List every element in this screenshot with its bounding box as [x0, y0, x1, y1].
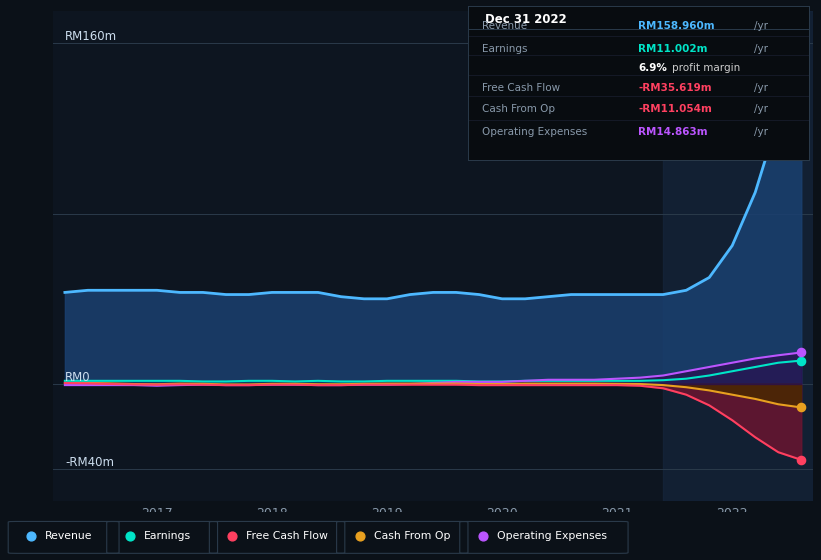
Text: Free Cash Flow: Free Cash Flow	[482, 83, 560, 92]
Point	[795, 455, 808, 464]
Text: Revenue: Revenue	[45, 531, 93, 541]
Point	[476, 532, 489, 541]
Text: -RM35.619m: -RM35.619m	[639, 83, 712, 92]
Text: Cash From Op: Cash From Op	[374, 531, 450, 541]
Text: -RM40m: -RM40m	[65, 456, 114, 469]
Bar	[663, 11, 813, 501]
Text: RM160m: RM160m	[65, 30, 117, 43]
Point	[795, 41, 808, 50]
Text: 6.9%: 6.9%	[639, 63, 667, 73]
Point	[795, 356, 808, 365]
Text: Cash From Op: Cash From Op	[482, 104, 555, 114]
Text: Operating Expenses: Operating Expenses	[497, 531, 607, 541]
Text: Earnings: Earnings	[482, 44, 527, 54]
Text: /yr: /yr	[754, 44, 768, 54]
Point	[795, 348, 808, 357]
Text: RM11.002m: RM11.002m	[639, 44, 708, 54]
Text: -RM11.054m: -RM11.054m	[639, 104, 712, 114]
Point	[123, 532, 136, 541]
Text: Revenue: Revenue	[482, 21, 527, 31]
Text: Dec 31 2022: Dec 31 2022	[485, 13, 566, 26]
Text: Free Cash Flow: Free Cash Flow	[246, 531, 328, 541]
Point	[353, 532, 366, 541]
Text: /yr: /yr	[754, 21, 768, 31]
Text: /yr: /yr	[754, 83, 768, 92]
Text: RM0: RM0	[65, 371, 90, 384]
Text: RM158.960m: RM158.960m	[639, 21, 715, 31]
Text: profit margin: profit margin	[672, 63, 741, 73]
Point	[226, 532, 239, 541]
Text: Operating Expenses: Operating Expenses	[482, 127, 587, 137]
Text: Earnings: Earnings	[144, 531, 190, 541]
Text: /yr: /yr	[754, 104, 768, 114]
Point	[795, 403, 808, 412]
Text: RM14.863m: RM14.863m	[639, 127, 708, 137]
Text: /yr: /yr	[754, 127, 768, 137]
Point	[25, 532, 38, 541]
